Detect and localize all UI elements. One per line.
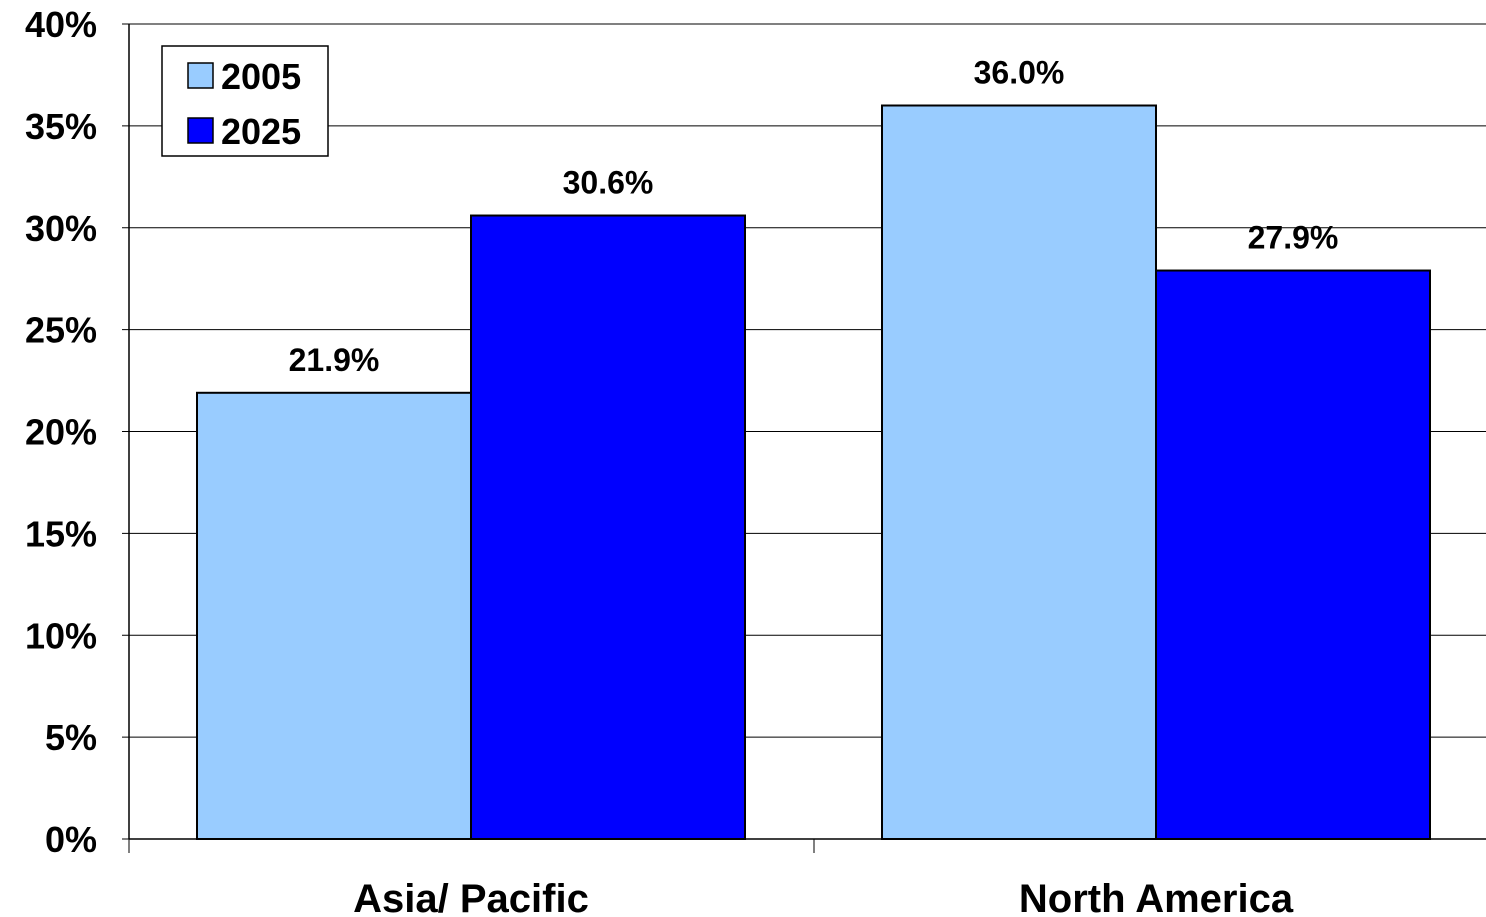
y-tick-label: 20% — [25, 412, 97, 453]
y-tick-label: 0% — [45, 819, 97, 860]
y-tick-label: 10% — [25, 615, 97, 656]
y-tick-label: 25% — [25, 310, 97, 351]
y-tick-label: 5% — [45, 717, 97, 758]
category-label: North America — [1019, 877, 1294, 917]
legend-label: 2025 — [221, 111, 301, 152]
bar — [470, 214, 746, 840]
category-label: Asia/ Pacific — [353, 877, 589, 917]
y-tick-label: 35% — [25, 106, 97, 147]
bar — [196, 391, 472, 840]
y-tick-label: 15% — [25, 513, 97, 554]
data-label: 27.9% — [1248, 220, 1339, 256]
data-label: 21.9% — [289, 342, 380, 378]
legend: 2005 2025 — [161, 45, 329, 157]
data-labels: 21.9% 30.6% 36.0% 27.9% — [289, 55, 1339, 378]
bar — [1155, 269, 1431, 841]
data-label: 30.6% — [563, 165, 654, 201]
data-label: 36.0% — [974, 55, 1065, 91]
legend-swatch — [187, 117, 214, 144]
category-labels: Asia/ Pacific North America — [353, 877, 1294, 917]
y-tick-labels: 0% 5% 10% 15% 20% 25% 30% 35% 40% — [25, 4, 97, 860]
bar — [881, 104, 1157, 840]
y-tick-label: 40% — [25, 4, 97, 45]
y-tick-label: 30% — [25, 208, 97, 249]
legend-label: 2005 — [221, 56, 301, 97]
legend-swatch — [187, 62, 214, 89]
axes — [122, 23, 1486, 853]
bars — [196, 104, 1431, 841]
